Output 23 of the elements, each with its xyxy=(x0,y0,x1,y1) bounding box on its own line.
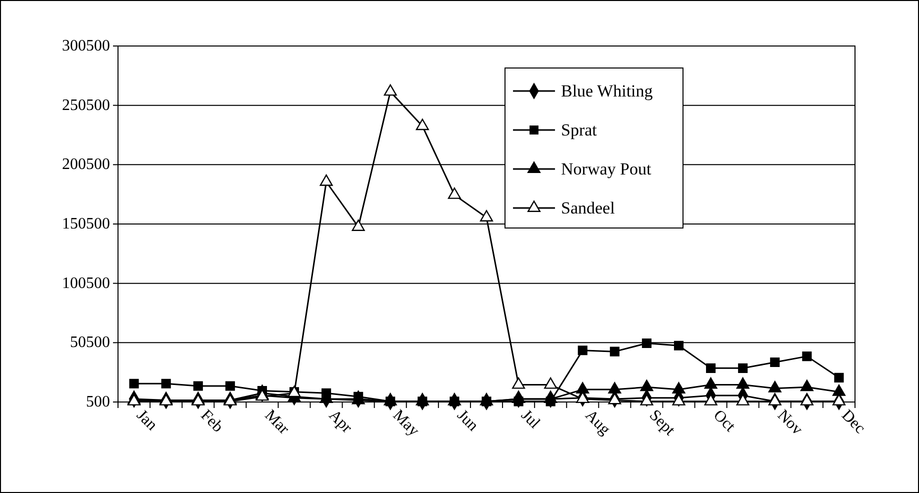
legend-label: Blue Whiting xyxy=(561,82,654,100)
y-tick-label: 500 xyxy=(86,394,110,410)
x-tick-label: Dec xyxy=(838,406,868,438)
x-tick-label: Mar xyxy=(261,406,293,438)
x-tick-label: Sept xyxy=(646,406,678,440)
x-tick-label: Jul xyxy=(518,406,544,432)
y-tick-label: 250500 xyxy=(62,96,110,114)
y-tick-label: 300500 xyxy=(62,38,110,54)
y-tick-label: 150500 xyxy=(62,216,110,232)
y-tick-label: 50500 xyxy=(70,334,110,352)
x-tick-label: Feb xyxy=(197,406,226,436)
legend-label: Sandeel xyxy=(561,198,616,218)
y-tick-label: 100500 xyxy=(62,274,110,292)
legend-label: Norway Pout xyxy=(561,160,652,178)
legend-label: Sprat xyxy=(561,120,598,140)
x-tick-label: Nov xyxy=(774,406,806,438)
x-tick-label: Apr xyxy=(325,406,356,437)
x-tick-label: May xyxy=(390,406,422,440)
x-tick-label: Jun xyxy=(454,406,482,435)
x-tick-label: Oct xyxy=(710,406,739,436)
x-tick-label: Aug xyxy=(582,406,614,438)
y-tick-label: 200500 xyxy=(62,156,110,174)
x-tick-label: Jan xyxy=(133,406,160,434)
